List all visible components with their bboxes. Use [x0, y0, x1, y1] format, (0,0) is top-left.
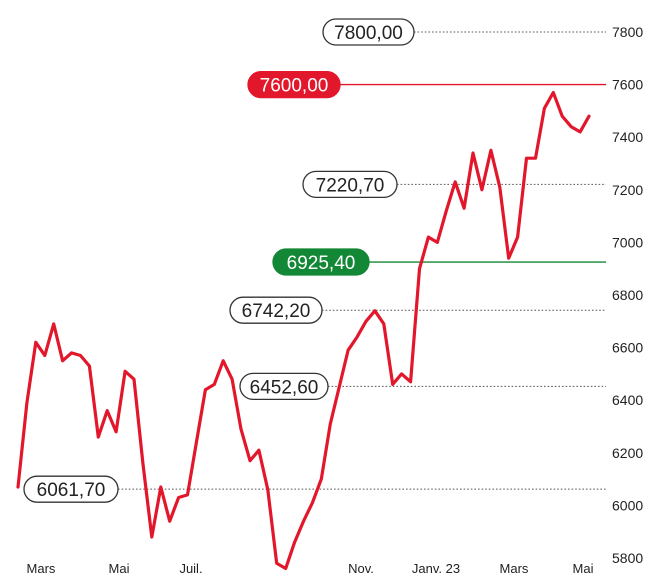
level-label: 7600,00	[247, 70, 341, 99]
level-label-box	[272, 248, 370, 276]
x-tick-label: Mars	[500, 561, 529, 576]
y-tick-label: 7600	[612, 77, 643, 93]
level-label-text: 6925,40	[287, 253, 356, 274]
y-tick-label: 6600	[612, 340, 643, 356]
level-label: 6742,20	[229, 296, 323, 324]
level-label-box	[239, 372, 329, 401]
series-line	[16, 90, 591, 571]
x-tick-label: Juil.	[179, 561, 202, 576]
level-label-text: 6061,70	[37, 480, 106, 501]
level-label: 6925,40	[272, 248, 370, 276]
x-tick-label: Mai	[573, 561, 594, 576]
y-tick-label: 7400	[612, 129, 643, 145]
level-label-text: 6452,60	[250, 377, 319, 398]
y-tick-label: 7200	[612, 182, 643, 198]
level-label-box	[302, 170, 398, 199]
reference-levels	[118, 31, 606, 490]
level-label: 7800,00	[322, 18, 415, 46]
x-tick-label: Mars	[27, 561, 56, 576]
y-tick-label: 6000	[612, 497, 643, 513]
level-label: 7220,70	[302, 170, 398, 199]
x-tick-label: Janv. 23	[412, 561, 460, 576]
y-tick-label: 6400	[612, 392, 643, 408]
level-label-text: 6742,20	[242, 301, 311, 322]
x-tick-label: Nov.	[348, 561, 374, 576]
level-label-box	[322, 18, 415, 46]
level-label-text: 7800,00	[334, 23, 403, 44]
level-label-text: 7220,70	[316, 175, 385, 196]
level-label-box	[23, 475, 119, 503]
y-tick-label: 6200	[612, 445, 643, 461]
level-label: 6452,60	[239, 372, 329, 401]
y-tick-label: 5800	[612, 550, 643, 566]
x-axis: Mars Mai Juil. Nov. Janv. 23 Mars Mai	[27, 561, 594, 576]
y-tick-label: 7800	[612, 24, 643, 40]
level-labels: 7800,00 7600,00 7220,70 6925,40 6742,20 6452,…	[23, 18, 415, 503]
x-tick-label: Mai	[109, 561, 130, 576]
level-label: 6061,70	[23, 475, 119, 503]
level-label-box	[229, 296, 323, 324]
y-tick-label: 6800	[612, 287, 643, 303]
y-tick-label: 7000	[612, 234, 643, 250]
y-axis: 7800 7600 7400 7200 7000 6800 6600 6400 6200 6000…	[612, 24, 643, 566]
level-label-box	[247, 70, 341, 99]
level-label-text: 7600,00	[260, 76, 329, 97]
